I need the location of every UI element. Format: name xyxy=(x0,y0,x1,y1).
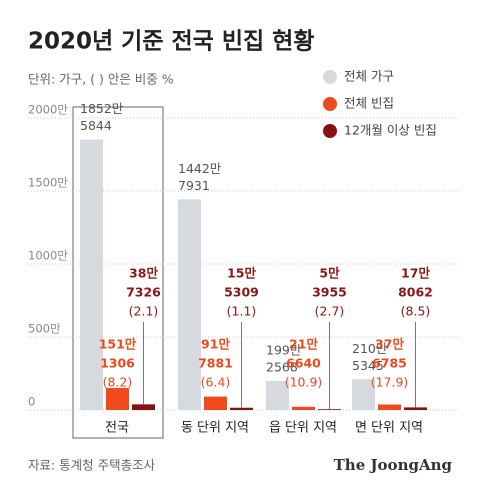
bar xyxy=(178,199,201,410)
y-tick-label: 1500만 xyxy=(28,176,68,190)
value-label: 5만 xyxy=(319,266,340,281)
x-tick-label: 면 단위 지역 xyxy=(355,421,423,436)
value-label: 6785 xyxy=(372,356,407,371)
value-label: 8062 xyxy=(398,285,433,300)
share-label: (10.9) xyxy=(285,375,323,390)
legend-marker xyxy=(323,97,337,111)
bar xyxy=(292,406,315,410)
value-label: 6640 xyxy=(286,356,321,371)
value-label: 5345 xyxy=(352,358,384,373)
share-label: (1.1) xyxy=(227,304,257,319)
value-label: 17만 xyxy=(401,266,430,281)
value-label: 91만 xyxy=(201,337,230,352)
brand: The JoongAng xyxy=(334,456,453,474)
y-tick-label: 500만 xyxy=(28,322,61,336)
share-label: (2.7) xyxy=(315,304,345,319)
value-label: 15만 xyxy=(227,266,256,281)
y-tick-label: 0 xyxy=(28,395,35,409)
value-label: 210만 xyxy=(352,341,388,356)
x-tick-label: 읍 단위 지역 xyxy=(269,421,337,436)
x-tick-label: 전국 xyxy=(105,421,129,436)
value-label: 199만 xyxy=(266,342,302,357)
value-label: 1442만 xyxy=(178,161,222,176)
share-label: (2.1) xyxy=(129,304,159,319)
source: 자료: 통계청 주택총조사 xyxy=(28,458,156,473)
legend-label: 전체 가구 xyxy=(344,69,394,84)
value-label: 7881 xyxy=(198,356,233,371)
legend-marker xyxy=(323,124,337,138)
value-label: 5844 xyxy=(80,118,112,133)
y-tick-label: 2000만 xyxy=(28,103,68,117)
share-label: (6.4) xyxy=(201,375,231,390)
x-tick-label: 동 단위 지역 xyxy=(181,421,249,436)
bar xyxy=(318,409,341,410)
share-label: (8.2) xyxy=(103,375,133,390)
value-label: 37만 xyxy=(375,337,404,352)
bar xyxy=(80,139,103,410)
value-label: 21만 xyxy=(289,337,318,352)
legend-label: 전체 빈집 xyxy=(344,96,394,111)
legend-label: 12개월 이상 빈집 xyxy=(344,123,437,138)
highlight-box xyxy=(72,106,164,439)
bar xyxy=(266,380,289,410)
value-label: 38만 xyxy=(129,266,158,281)
subtitle: 단위: 가구, ( ) 안은 비중 % xyxy=(28,72,174,87)
bar xyxy=(106,387,129,410)
share-label: (8.5) xyxy=(401,304,431,319)
value-label: 7326 xyxy=(126,285,161,300)
value-label: 7931 xyxy=(178,178,210,193)
bar xyxy=(378,404,401,410)
bar xyxy=(132,404,155,410)
bar xyxy=(204,396,227,410)
value-label: 1306 xyxy=(100,356,135,371)
value-label: 151만 xyxy=(99,337,137,352)
share-label: (17.9) xyxy=(371,375,409,390)
legend-marker xyxy=(323,70,337,84)
y-tick-label: 1000만 xyxy=(28,249,68,263)
bar xyxy=(352,379,375,410)
bar xyxy=(230,407,253,410)
value-label: 3955 xyxy=(312,285,347,300)
value-label: 1852만 xyxy=(80,101,124,116)
chart-title: 2020년 기준 전국 빈집 현황 xyxy=(28,29,314,55)
value-label: 2568 xyxy=(266,359,298,374)
bar xyxy=(404,407,427,410)
value-label: 5309 xyxy=(224,285,259,300)
